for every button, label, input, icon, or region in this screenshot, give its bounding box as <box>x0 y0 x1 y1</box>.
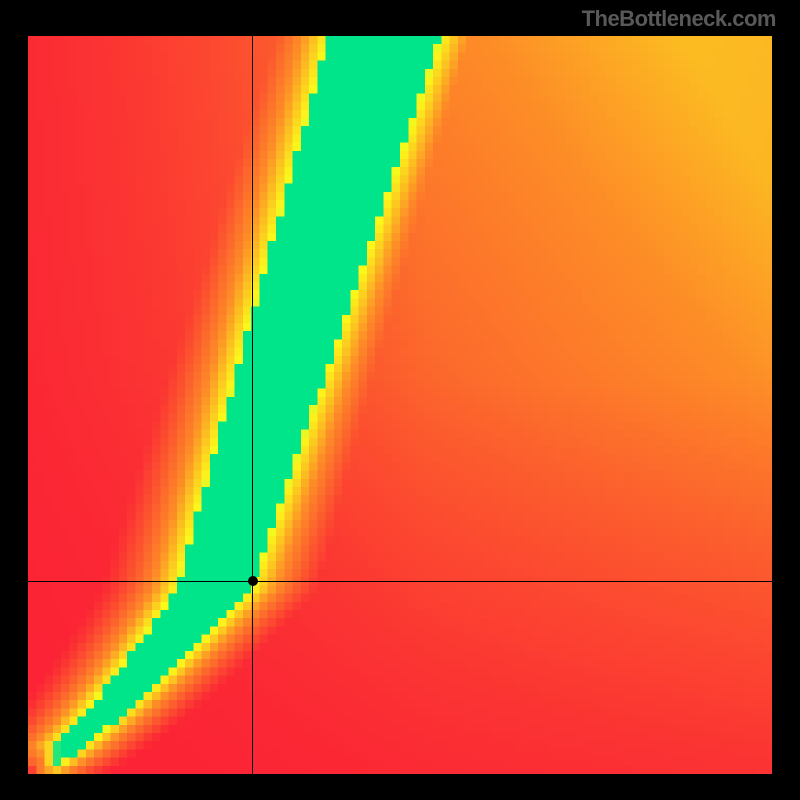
heatmap-canvas <box>28 36 772 774</box>
watermark-text: TheBottleneck.com <box>582 6 776 32</box>
crosshair-vertical <box>252 36 253 774</box>
chart-container: TheBottleneck.com <box>0 0 800 800</box>
crosshair-horizontal <box>28 581 772 582</box>
marker-dot <box>248 576 258 586</box>
plot-area <box>28 36 772 774</box>
